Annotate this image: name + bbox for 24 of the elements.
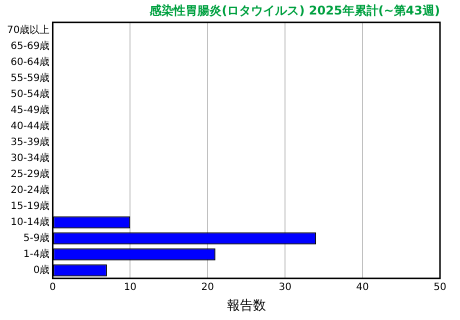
- y-tick-label: 0歳: [33, 264, 50, 276]
- y-tick-label: 70歳以上: [6, 24, 50, 36]
- x-tick-label: 20: [201, 282, 214, 293]
- y-tick-label: 55-59歳: [10, 72, 50, 84]
- x-tick-label: 30: [278, 282, 292, 293]
- y-tick-label: 5-9歳: [23, 232, 50, 244]
- y-tick-label: 1-4歳: [23, 248, 50, 260]
- y-tick-label: 30-34歳: [10, 152, 50, 164]
- x-axis-title: 報告数: [226, 298, 266, 314]
- y-tick-label: 35-39歳: [10, 136, 50, 148]
- y-tick-label: 40-44歳: [10, 120, 50, 132]
- y-tick-label: 65-69歳: [10, 40, 50, 52]
- x-tick-label: 10: [124, 282, 137, 293]
- y-tick-label: 60-64歳: [10, 56, 50, 68]
- x-tick-label: 0: [50, 282, 56, 293]
- chart-title: 感染性胃腸炎(ロタウイルス) 2025年累計(~第43週): [148, 3, 440, 18]
- y-tick-label: 50-54歳: [10, 88, 50, 100]
- x-tick-label: 50: [434, 282, 446, 293]
- y-tick-label: 25-29歳: [10, 168, 50, 180]
- y-tick-label: 10-14歳: [10, 216, 50, 228]
- y-tick-label: 15-19歳: [10, 200, 50, 212]
- y-tick-label: 45-49歳: [10, 104, 50, 116]
- x-tick-label: 40: [356, 282, 369, 293]
- y-tick-label: 20-24歳: [10, 184, 50, 196]
